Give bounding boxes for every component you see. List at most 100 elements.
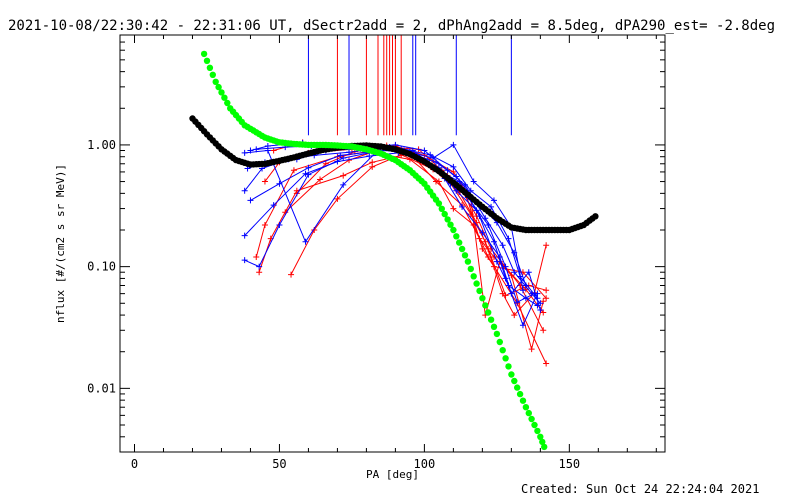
blue-series-point [537, 307, 544, 314]
blue-series-point [511, 249, 518, 256]
blue-series-point [276, 221, 283, 228]
blue-series-point [450, 141, 457, 148]
fit-green-point [441, 210, 448, 218]
blue-series-point [488, 203, 495, 210]
fit-green-point [444, 216, 451, 223]
fit-green-point [537, 433, 544, 440]
fit-green-point [461, 252, 469, 259]
fit-green-point [473, 280, 480, 287]
y-tick-label: 0.10 [87, 260, 116, 274]
fit-green-point [456, 239, 463, 246]
blue-series-point [241, 187, 248, 194]
red-series-point [261, 178, 268, 185]
red-series-point [479, 245, 486, 252]
x-axis-label: PA [deg] [366, 468, 419, 481]
y-tick-label: 1.00 [87, 138, 116, 152]
blue-series-point [479, 229, 486, 236]
red-series-point [288, 271, 295, 278]
blue-series-point [514, 299, 521, 306]
blue-series-point [427, 151, 434, 158]
blue-series-point [241, 149, 248, 156]
blue-series-point [519, 287, 526, 294]
red-series-point [543, 295, 550, 302]
blue-series-point [525, 269, 532, 276]
red-series-point [543, 287, 550, 294]
fit-green-point [206, 64, 214, 72]
created-timestamp: Created: Sun Oct 24 22:24:04 2021 [521, 482, 760, 496]
fit-green-point [541, 443, 548, 451]
fit-green-point [485, 309, 492, 316]
fit-green-point [470, 273, 477, 280]
blue-series-point [502, 263, 509, 270]
fit-green-point [215, 83, 222, 91]
data-series [241, 139, 550, 367]
x-tick-label: 0 [131, 457, 138, 471]
fit-green-point [490, 323, 498, 330]
blue-series-point [485, 221, 492, 228]
fit-green-point [482, 302, 489, 309]
fit-green-point [203, 57, 211, 64]
y-axis-label: nflux [#/(cm2 s sr MeV)] [54, 164, 67, 323]
fit-green-point [450, 226, 457, 234]
red-series-point [528, 346, 535, 353]
axes: 0 50 100 150 0.01 0.10 1.00 [87, 34, 665, 471]
blue-series-point [432, 159, 439, 166]
fit-green-point [519, 397, 527, 404]
fit-green-point [508, 371, 515, 378]
fit-green-point [511, 377, 518, 385]
fit-green-point [200, 50, 208, 58]
blue-series-point [459, 203, 466, 210]
blue-series-point [305, 164, 312, 171]
fit-green-point [522, 404, 530, 411]
fit-black-point [592, 213, 599, 220]
blue-series-point [511, 269, 518, 276]
fit-green-point [438, 205, 445, 212]
blue-series-line-1 [244, 147, 538, 306]
blue-series-point [537, 300, 544, 307]
blue-series-line-2 [247, 146, 541, 311]
red-series-point [543, 360, 550, 367]
fit-green-point [453, 233, 460, 240]
blue-series-point [453, 173, 460, 180]
x-tick-label: 50 [272, 457, 286, 471]
blue-series-point [241, 232, 248, 239]
red-series-point [511, 312, 518, 319]
blue-series-point [340, 181, 347, 188]
red-series-point [261, 221, 268, 228]
blue-series-point [430, 155, 437, 162]
fit-green-point [447, 221, 454, 228]
x-tick-label: 150 [558, 457, 580, 471]
chart-title: 2021-10-08/22:30:42 - 22:31:06 UT, dSect… [8, 18, 776, 34]
red-series-point [499, 290, 506, 297]
fit-green-point [487, 316, 495, 323]
fit-green-point [209, 71, 216, 79]
fit-green-point [525, 409, 532, 417]
blue-series-point [508, 290, 515, 297]
sector-marks [307, 35, 512, 136]
fit-green-point [534, 427, 541, 435]
red-series-point [540, 327, 547, 334]
fit-green-point [493, 330, 501, 338]
red-series-point [317, 176, 324, 183]
fit-curves [189, 50, 599, 451]
red-series-point [450, 205, 457, 212]
red-series-point [256, 269, 263, 276]
blue-series-point [531, 290, 538, 297]
red-series-point [476, 235, 483, 242]
blue-series-point [366, 153, 373, 160]
red-series-point [543, 242, 550, 249]
fit-green-point [464, 258, 472, 265]
red-series-point [290, 167, 297, 174]
fit-green-point [467, 265, 474, 273]
blue-series-point [241, 257, 248, 264]
red-series-point [369, 163, 376, 170]
red-series-point [270, 147, 277, 154]
blue-series-point [534, 295, 541, 302]
red-series-point [334, 195, 341, 202]
fit-green-point [505, 363, 512, 370]
y-tick-label: 0.01 [87, 381, 116, 395]
blue-series-point [256, 263, 263, 270]
blue-series-point [302, 170, 309, 177]
blue-series-point [334, 158, 341, 165]
